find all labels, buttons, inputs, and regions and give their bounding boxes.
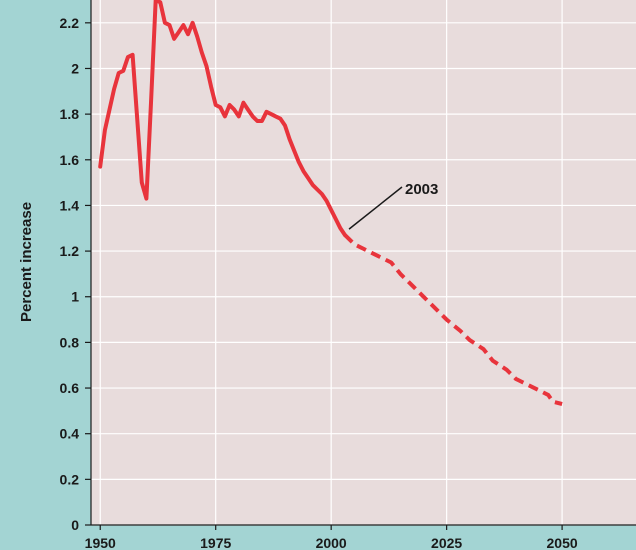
- y-tick-label: 1.4: [60, 197, 80, 213]
- y-tick-label: 0.6: [60, 380, 80, 396]
- data-series: [98, 0, 563, 406]
- annotation: 2003: [348, 181, 438, 230]
- y-axis-label: Percent increase: [18, 202, 35, 322]
- y-axis-tick-labels: 0 0.2 0.4 0.6 0.8 1 1.2 1.4 1.6 1.8 2 2.2: [60, 15, 91, 533]
- y-tick-label: 0.8: [60, 334, 80, 350]
- y-tick-label: 0.4: [60, 426, 80, 442]
- plot-area: [91, 0, 636, 525]
- x-tick-label: 2000: [316, 535, 347, 550]
- historical-line: [98, 0, 347, 238]
- y-tick-label: 1: [71, 289, 79, 305]
- projected-line: [343, 233, 563, 406]
- x-tick-label: 1975: [200, 535, 231, 550]
- annotation-label: 2003: [405, 181, 438, 198]
- y-tick-label: 1.8: [60, 106, 80, 122]
- y-tick-label: 2: [71, 60, 79, 76]
- y-tick-label: 0.2: [60, 471, 80, 487]
- x-tick-label: 1950: [85, 535, 116, 550]
- axes: [90, 0, 636, 526]
- x-tick-label: 2025: [431, 535, 462, 550]
- y-tick-label: 2.2: [60, 15, 80, 31]
- grid-lines: [91, 0, 636, 526]
- annotation-leader-line: [348, 186, 403, 230]
- x-tick-label: 2050: [547, 535, 578, 550]
- y-tick-label: 1.2: [60, 243, 80, 259]
- y-tick-label: 0: [71, 517, 79, 533]
- x-axis-tick-labels: 1950 1975 2000 2025 2050: [85, 525, 578, 550]
- y-tick-label: 1.6: [60, 152, 80, 168]
